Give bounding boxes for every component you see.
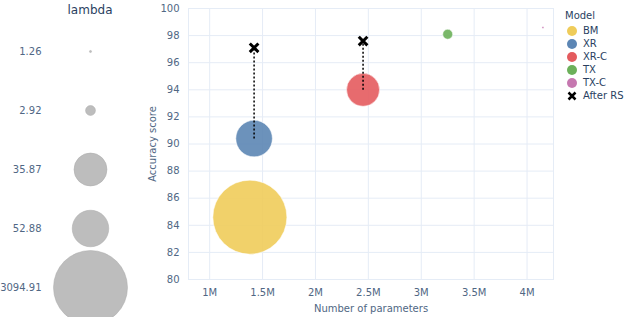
html-text:Model: Model bbox=[565, 10, 595, 21]
html-text:After RS: After RS bbox=[583, 90, 624, 101]
svg-text:86: 86 bbox=[167, 192, 180, 203]
svg-text:3.5M: 3.5M bbox=[462, 287, 487, 298]
svg-text:82: 82 bbox=[167, 247, 180, 258]
svg-text:1.5M: 1.5M bbox=[250, 287, 275, 298]
svg-text:3094.91: 3094.91 bbox=[0, 282, 41, 293]
svg-text:1.26: 1.26 bbox=[19, 46, 41, 57]
svg-text:98: 98 bbox=[167, 30, 180, 41]
svg-text:94: 94 bbox=[167, 84, 180, 95]
svg-text:90: 90 bbox=[167, 138, 180, 149]
svg-text:96: 96 bbox=[167, 57, 180, 68]
svg-text:4M: 4M bbox=[520, 287, 535, 298]
svg-text:3M: 3M bbox=[414, 287, 429, 298]
svg-text:Accuracy score: Accuracy score bbox=[147, 106, 158, 182]
svg-text:1M: 1M bbox=[202, 287, 217, 298]
svg-text:84: 84 bbox=[167, 220, 180, 231]
html-text:XR-C: XR-C bbox=[583, 51, 607, 62]
svg-text:2M: 2M bbox=[308, 287, 323, 298]
svg-text:2.5M: 2.5M bbox=[356, 287, 381, 298]
svg-text:88: 88 bbox=[167, 165, 180, 176]
svg-text:100: 100 bbox=[160, 3, 179, 14]
html-text:TX-C: TX-C bbox=[583, 77, 607, 88]
svg-text:92: 92 bbox=[167, 111, 180, 122]
svg-text:80: 80 bbox=[167, 274, 180, 285]
html-text:lambda: lambda bbox=[67, 3, 113, 17]
svg-text:52.88: 52.88 bbox=[13, 223, 42, 234]
html-text:BM: BM bbox=[583, 25, 599, 36]
svg-text:2.92: 2.92 bbox=[19, 105, 41, 116]
svg-text:35.87: 35.87 bbox=[13, 164, 42, 175]
html-text:XR: XR bbox=[583, 38, 597, 49]
svg-text:Number of parameters: Number of parameters bbox=[314, 303, 428, 314]
html-text:TX: TX bbox=[583, 64, 596, 75]
